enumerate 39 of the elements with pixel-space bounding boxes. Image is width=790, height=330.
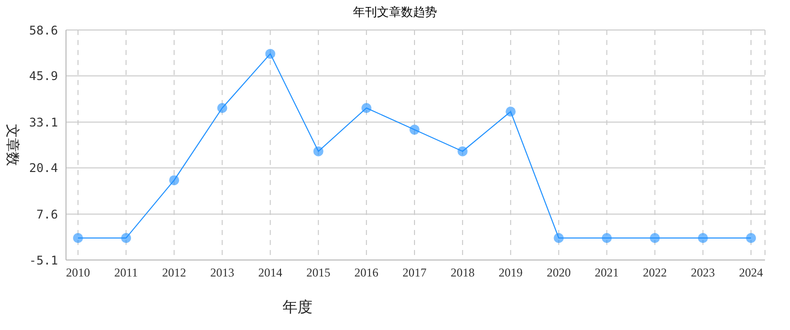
x-tick-label: 2018 xyxy=(450,266,475,280)
point xyxy=(554,232,564,243)
point xyxy=(361,102,372,113)
x-tick-label: 2023 xyxy=(690,266,715,280)
y-tick-label: 20.4 xyxy=(29,161,58,176)
x-tick-label: 2013 xyxy=(210,266,234,280)
point xyxy=(169,175,180,186)
chart-title: 年刊文章数趋势 xyxy=(352,4,438,21)
x-tick-label: 2012 xyxy=(162,266,186,280)
x-tick-label: 2014 xyxy=(258,266,282,280)
y-tick-label: 58.6 xyxy=(29,23,58,38)
y-tick-label: 7.6 xyxy=(36,207,58,222)
point xyxy=(602,232,612,243)
x-tick-label: 2024 xyxy=(739,266,763,280)
x-tick-label: 2015 xyxy=(306,266,330,280)
x-tick-label: 2016 xyxy=(354,266,378,280)
point xyxy=(458,146,468,156)
point xyxy=(410,124,420,135)
x-tick-label: 2022 xyxy=(642,266,667,280)
x-axis-title: 年度 xyxy=(282,298,312,316)
point xyxy=(217,102,228,113)
x-tick-label: 2017 xyxy=(402,266,426,280)
point xyxy=(73,232,83,243)
point xyxy=(698,232,708,243)
x-tick-label: 2020 xyxy=(546,266,571,280)
y-tick-label: 33.1 xyxy=(29,115,58,130)
point xyxy=(506,106,516,117)
point xyxy=(121,232,132,243)
y-tick-label: 45.9 xyxy=(29,69,58,84)
x-tick-label: 2019 xyxy=(498,266,523,280)
y-tick-label: -5.1 xyxy=(29,253,58,268)
y-axis-title: 文章数 xyxy=(4,124,20,166)
x-tick-label: 2010 xyxy=(66,266,90,280)
point xyxy=(265,48,276,59)
x-tick-label: 2011 xyxy=(114,266,138,280)
x-tick-label: 2021 xyxy=(594,266,619,280)
point xyxy=(313,146,324,156)
point xyxy=(746,232,756,243)
point xyxy=(650,232,660,243)
